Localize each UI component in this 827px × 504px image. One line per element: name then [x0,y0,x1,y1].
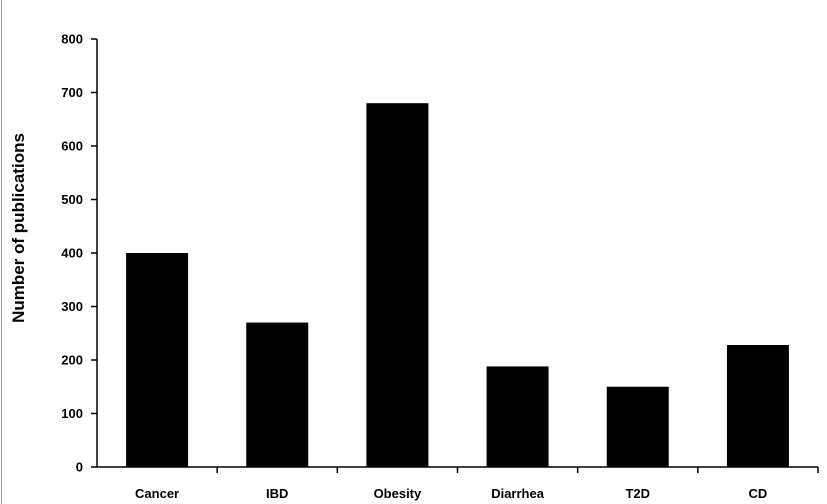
y-tick-label: 0 [76,460,83,475]
y-tick-label: 400 [61,246,83,261]
x-tick-label: CD [749,486,768,501]
bar-diarrhea [486,366,549,467]
y-tick-label: 300 [61,299,83,314]
bar-cancer [126,253,189,467]
x-tick-label: T2D [625,486,650,501]
x-tick-label: Diarrhea [491,486,545,501]
y-tick-label: 100 [61,406,83,421]
y-tick-label: 200 [61,353,83,368]
y-tick-label: 800 [61,32,83,47]
x-tick-label: IBD [266,486,288,501]
bar-ibd [246,322,309,467]
y-axis-ticks: 0 100 200 300 400 500 600 700 800 [61,32,97,475]
x-tick-label: Obesity [374,486,422,501]
x-axis-labels: Cancer IBD Obesity Diarrhea T2D CD [135,486,767,501]
y-tick-label: 700 [61,85,83,100]
x-axis-ticks [216,467,819,473]
bar-obesity [366,103,429,467]
bar-cd [726,345,789,467]
y-tick-label: 500 [61,192,83,207]
x-tick-label: Cancer [135,486,179,501]
bars [126,103,789,467]
bar-t2d [606,386,669,467]
y-tick-label: 600 [61,139,83,154]
y-axis-title: Number of publications [9,133,28,323]
